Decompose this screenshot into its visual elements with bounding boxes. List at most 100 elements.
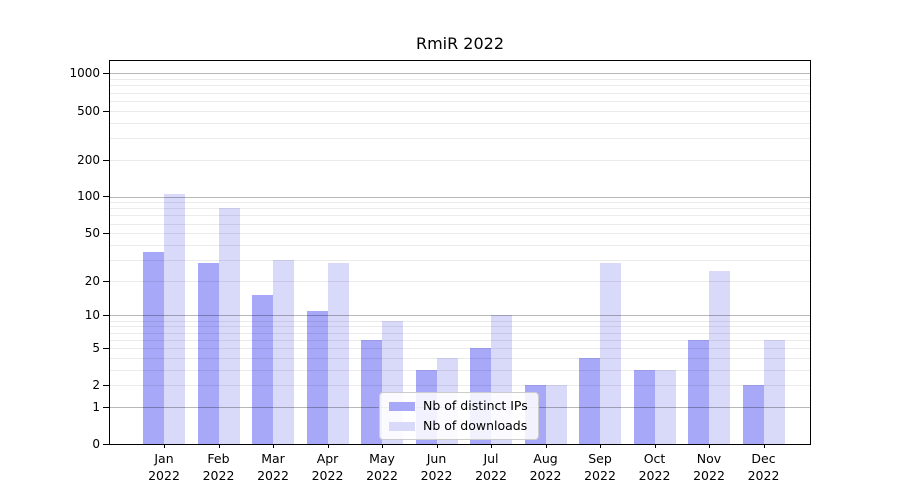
- y-axis-tick-mark: [103, 110, 109, 112]
- gridline-minor: [110, 215, 810, 217]
- bar-downloads: [709, 271, 730, 444]
- y-axis-tick-mark: [103, 196, 109, 198]
- x-axis-tick-mark: [491, 444, 492, 448]
- y-axis-tick-label: 1000: [69, 66, 100, 81]
- bar-downloads: [763, 339, 785, 444]
- legend-item-distinct-ips: Nb of distinct IPs: [389, 399, 528, 413]
- bar-distinct-ips: [252, 295, 273, 444]
- x-axis-month-label: Dec 2022: [747, 451, 780, 483]
- x-axis-month-label: Sep 2022: [584, 451, 616, 483]
- bar-downloads: [273, 259, 294, 444]
- gridline-minor: [110, 122, 810, 124]
- x-axis-month-label: Feb 2022: [202, 451, 235, 483]
- x-axis-tick-mark: [763, 444, 765, 448]
- x-axis-month-label: Nov 2022: [693, 451, 725, 483]
- y-axis-tick-mark: [103, 406, 109, 408]
- legend-item-downloads: Nb of downloads: [389, 419, 528, 433]
- gridline-minor: [110, 339, 810, 341]
- x-axis-tick-mark: [218, 444, 220, 448]
- gridline-minor: [110, 385, 810, 387]
- y-axis-tick-label: 50: [84, 226, 100, 241]
- gridline-minor: [110, 223, 810, 225]
- bar-downloads: [218, 208, 240, 444]
- bar-downloads: [545, 385, 567, 444]
- bar-downloads: [600, 263, 621, 444]
- x-axis-month-label: Jan 2022: [148, 451, 180, 483]
- y-axis-tick-mark: [103, 347, 109, 349]
- bar-distinct-ips: [143, 251, 164, 444]
- y-axis-tick-label: 5: [92, 340, 100, 355]
- gridline-minor: [110, 110, 810, 112]
- x-axis-tick-mark: [654, 444, 656, 448]
- x-axis-tick-mark: [164, 444, 165, 448]
- gridline-minor: [110, 259, 810, 261]
- bar-downloads: [164, 193, 185, 444]
- x-axis-tick-mark: [327, 444, 329, 448]
- legend-label-distinct-ips: Nb of distinct IPs: [423, 398, 528, 413]
- gridline-minor: [110, 326, 810, 328]
- gridline-minor: [110, 332, 810, 334]
- x-axis-month-label: Oct 2022: [638, 451, 671, 483]
- gridline-minor: [110, 244, 810, 246]
- x-axis-month-label: Mar 2022: [257, 451, 289, 483]
- gridline-minor: [110, 208, 810, 210]
- y-axis-tick-mark: [103, 444, 109, 445]
- x-axis-tick-mark: [600, 444, 601, 448]
- y-axis-tick-label: 500: [77, 103, 100, 118]
- bar-distinct-ips: [306, 310, 328, 444]
- y-axis-tick-label: 1: [92, 399, 100, 414]
- y-axis-tick-label: 200: [77, 152, 100, 167]
- x-axis-tick-mark: [273, 444, 274, 448]
- legend-swatch-downloads: [389, 421, 415, 431]
- y-axis-tick-mark: [103, 73, 109, 75]
- gridline-minor: [110, 357, 810, 359]
- y-axis-tick-label: 2: [92, 378, 100, 393]
- gridline-minor: [110, 79, 810, 81]
- gridline-major: [110, 315, 810, 317]
- gridline-minor: [110, 92, 810, 94]
- gridline-major: [110, 196, 810, 198]
- y-axis-tick-label: 20: [84, 273, 100, 288]
- x-axis-tick-mark: [709, 444, 710, 448]
- y-axis-tick-mark: [103, 280, 109, 282]
- x-axis-month-label: May 2022: [366, 451, 398, 483]
- x-axis-tick-mark: [382, 444, 383, 448]
- gridline-minor: [110, 347, 810, 349]
- x-axis-month-label: Aug 2022: [529, 451, 562, 483]
- bar-distinct-ips: [688, 339, 709, 444]
- gridline-minor: [110, 85, 810, 87]
- x-axis-tick-mark: [545, 444, 547, 448]
- gridline-major: [110, 73, 810, 75]
- y-axis-tick-mark: [103, 159, 109, 161]
- legend-label-downloads: Nb of downloads: [423, 418, 528, 433]
- y-axis-tick-mark: [103, 233, 109, 235]
- gridline-minor: [110, 233, 810, 235]
- gridline-minor: [110, 280, 810, 282]
- bar-downloads: [327, 263, 349, 444]
- y-axis-tick-mark: [103, 315, 109, 317]
- y-axis-tick-label: 0: [92, 437, 100, 451]
- gridline-minor: [110, 320, 810, 322]
- legend: Nb of distinct IPs Nb of downloads: [379, 392, 539, 440]
- gridline-minor: [110, 100, 810, 102]
- y-axis-tick-label: 10: [84, 308, 100, 323]
- x-axis-month-label: Apr 2022: [311, 451, 344, 483]
- gridline-minor: [110, 369, 810, 371]
- gridline-minor: [110, 137, 810, 139]
- x-axis-month-label: Jul 2022: [475, 451, 507, 483]
- bar-distinct-ips: [579, 357, 600, 444]
- gridline-minor: [110, 202, 810, 204]
- bar-distinct-ips: [197, 263, 219, 444]
- x-axis-month-label: Jun 2022: [420, 451, 453, 483]
- y-axis-tick-mark: [103, 385, 109, 387]
- bar-downloads: [654, 369, 676, 444]
- bar-distinct-ips: [633, 369, 655, 444]
- bar-distinct-ips: [742, 385, 764, 444]
- y-axis-tick-label: 100: [77, 189, 100, 204]
- bar-distinct-ips: [361, 339, 382, 444]
- gridline-minor: [110, 159, 810, 161]
- chart-title: RmiR 2022: [415, 34, 505, 53]
- x-axis-tick-mark: [436, 444, 438, 448]
- plot-area: Nb of distinct IPs Nb of downloads: [109, 60, 811, 445]
